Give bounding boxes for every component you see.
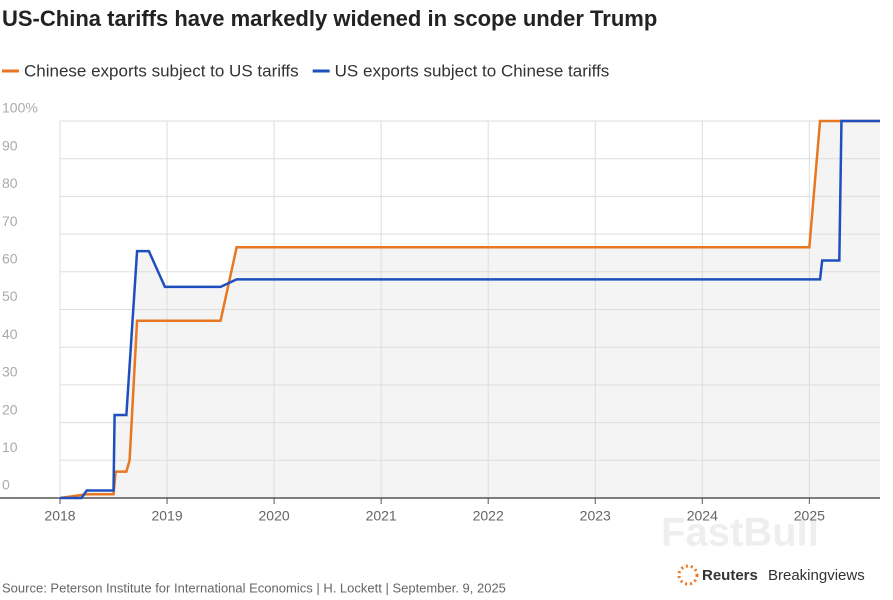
x-tick-label: 2023	[580, 508, 611, 524]
x-tick-label: 2019	[151, 508, 182, 524]
series-line	[60, 119, 880, 500]
y-tick-label: 40	[2, 326, 18, 342]
logo-icon	[677, 564, 699, 586]
x-tick-label: 2022	[473, 508, 504, 524]
y-tick-label: 0	[2, 477, 10, 493]
y-tick-label: 50	[2, 288, 18, 304]
x-tick-label: 2024	[687, 508, 718, 524]
y-tick-label: 100%	[2, 100, 38, 116]
y-tick-label: 30	[2, 364, 18, 380]
x-tick-label: 2018	[44, 508, 75, 524]
logo-text: Breakingviews	[768, 567, 865, 584]
source-note: Source: Peterson Institute for Internati…	[2, 580, 506, 595]
watermark: FastBull	[661, 511, 819, 555]
legend-label: US exports subject to Chinese tariffs	[335, 61, 610, 80]
y-tick-label: 70	[2, 213, 18, 229]
x-tick-label: 2025	[794, 508, 825, 524]
logo: Reuters Breakingviews	[677, 564, 865, 586]
y-tick-label: 90	[2, 137, 18, 153]
y-tick-label: 10	[2, 439, 18, 455]
legend-label: Chinese exports subject to US tariffs	[24, 61, 299, 80]
y-tick-label: 20	[2, 401, 18, 417]
x-tick-label: 2021	[366, 508, 397, 524]
series-line	[59, 119, 880, 500]
logo-text: Reuters	[702, 567, 758, 584]
y-tick-label: 80	[2, 175, 18, 191]
x-tick-label: 2020	[259, 508, 290, 524]
y-tick-label: 60	[2, 251, 18, 267]
chart-title: US-China tariffs have markedly widened i…	[2, 6, 657, 31]
